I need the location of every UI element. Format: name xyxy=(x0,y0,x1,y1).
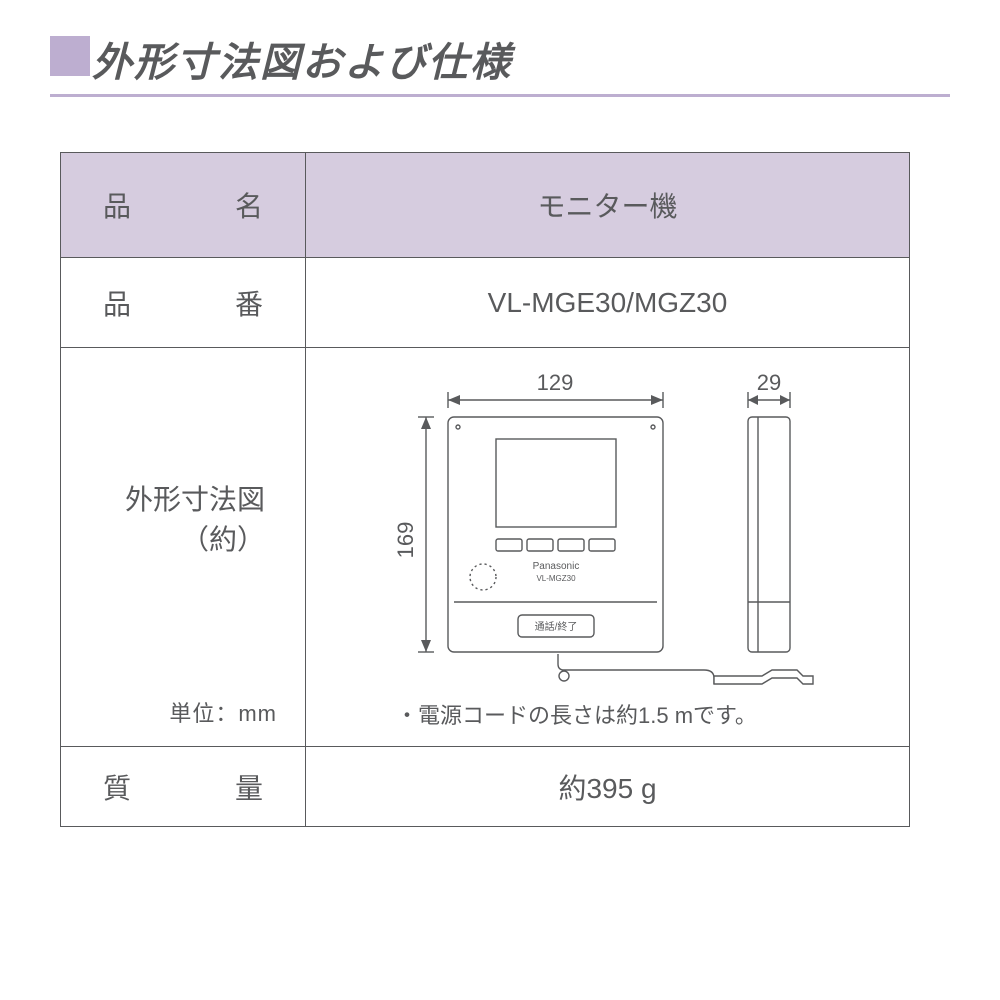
svg-text:通話/終了: 通話/終了 xyxy=(534,620,577,633)
row-name-label: 品 名 xyxy=(61,153,306,258)
row-name-value: モニター機 xyxy=(306,153,910,258)
svg-text:169: 169 xyxy=(393,522,418,559)
figure-label-top: 外形寸法図（約） xyxy=(61,478,305,558)
table-row: 品 番 VL-MGE30/MGZ30 xyxy=(61,258,910,348)
heading-title: 外形寸法図および仕様 xyxy=(92,30,512,88)
table-row: 品 名 モニター機 xyxy=(61,153,910,258)
table-row: 質 量 約395 g xyxy=(61,747,910,827)
svg-text:129: 129 xyxy=(536,370,573,395)
row-model-label: 品 番 xyxy=(61,258,306,348)
row-weight-value: 約395 g xyxy=(306,747,910,827)
section-heading: 外形寸法図および仕様 xyxy=(50,30,950,97)
svg-text:Panasonic: Panasonic xyxy=(532,561,579,572)
row-weight-label: 質 量 xyxy=(61,747,306,827)
row-figure-label: 外形寸法図（約） 単位：mm xyxy=(61,348,306,747)
figure-note: ・電源コードの長さは約1.5 mです。 xyxy=(316,698,899,730)
dimension-diagram: Panasonic VL-MGZ30 通話/終了 xyxy=(328,362,888,692)
figure-label-bottom: 単位：mm xyxy=(61,696,305,728)
row-figure-value: Panasonic VL-MGZ30 通話/終了 xyxy=(306,348,910,747)
svg-text:VL-MGZ30: VL-MGZ30 xyxy=(536,574,576,583)
table-row: 外形寸法図（約） 単位：mm xyxy=(61,348,910,747)
spec-table: 品 名 モニター機 品 番 VL-MGE30/MGZ30 外形寸法図（約） 単位… xyxy=(60,152,910,827)
svg-text:29: 29 xyxy=(756,370,780,395)
heading-square-icon xyxy=(50,36,90,76)
row-model-value: VL-MGE30/MGZ30 xyxy=(306,258,910,348)
